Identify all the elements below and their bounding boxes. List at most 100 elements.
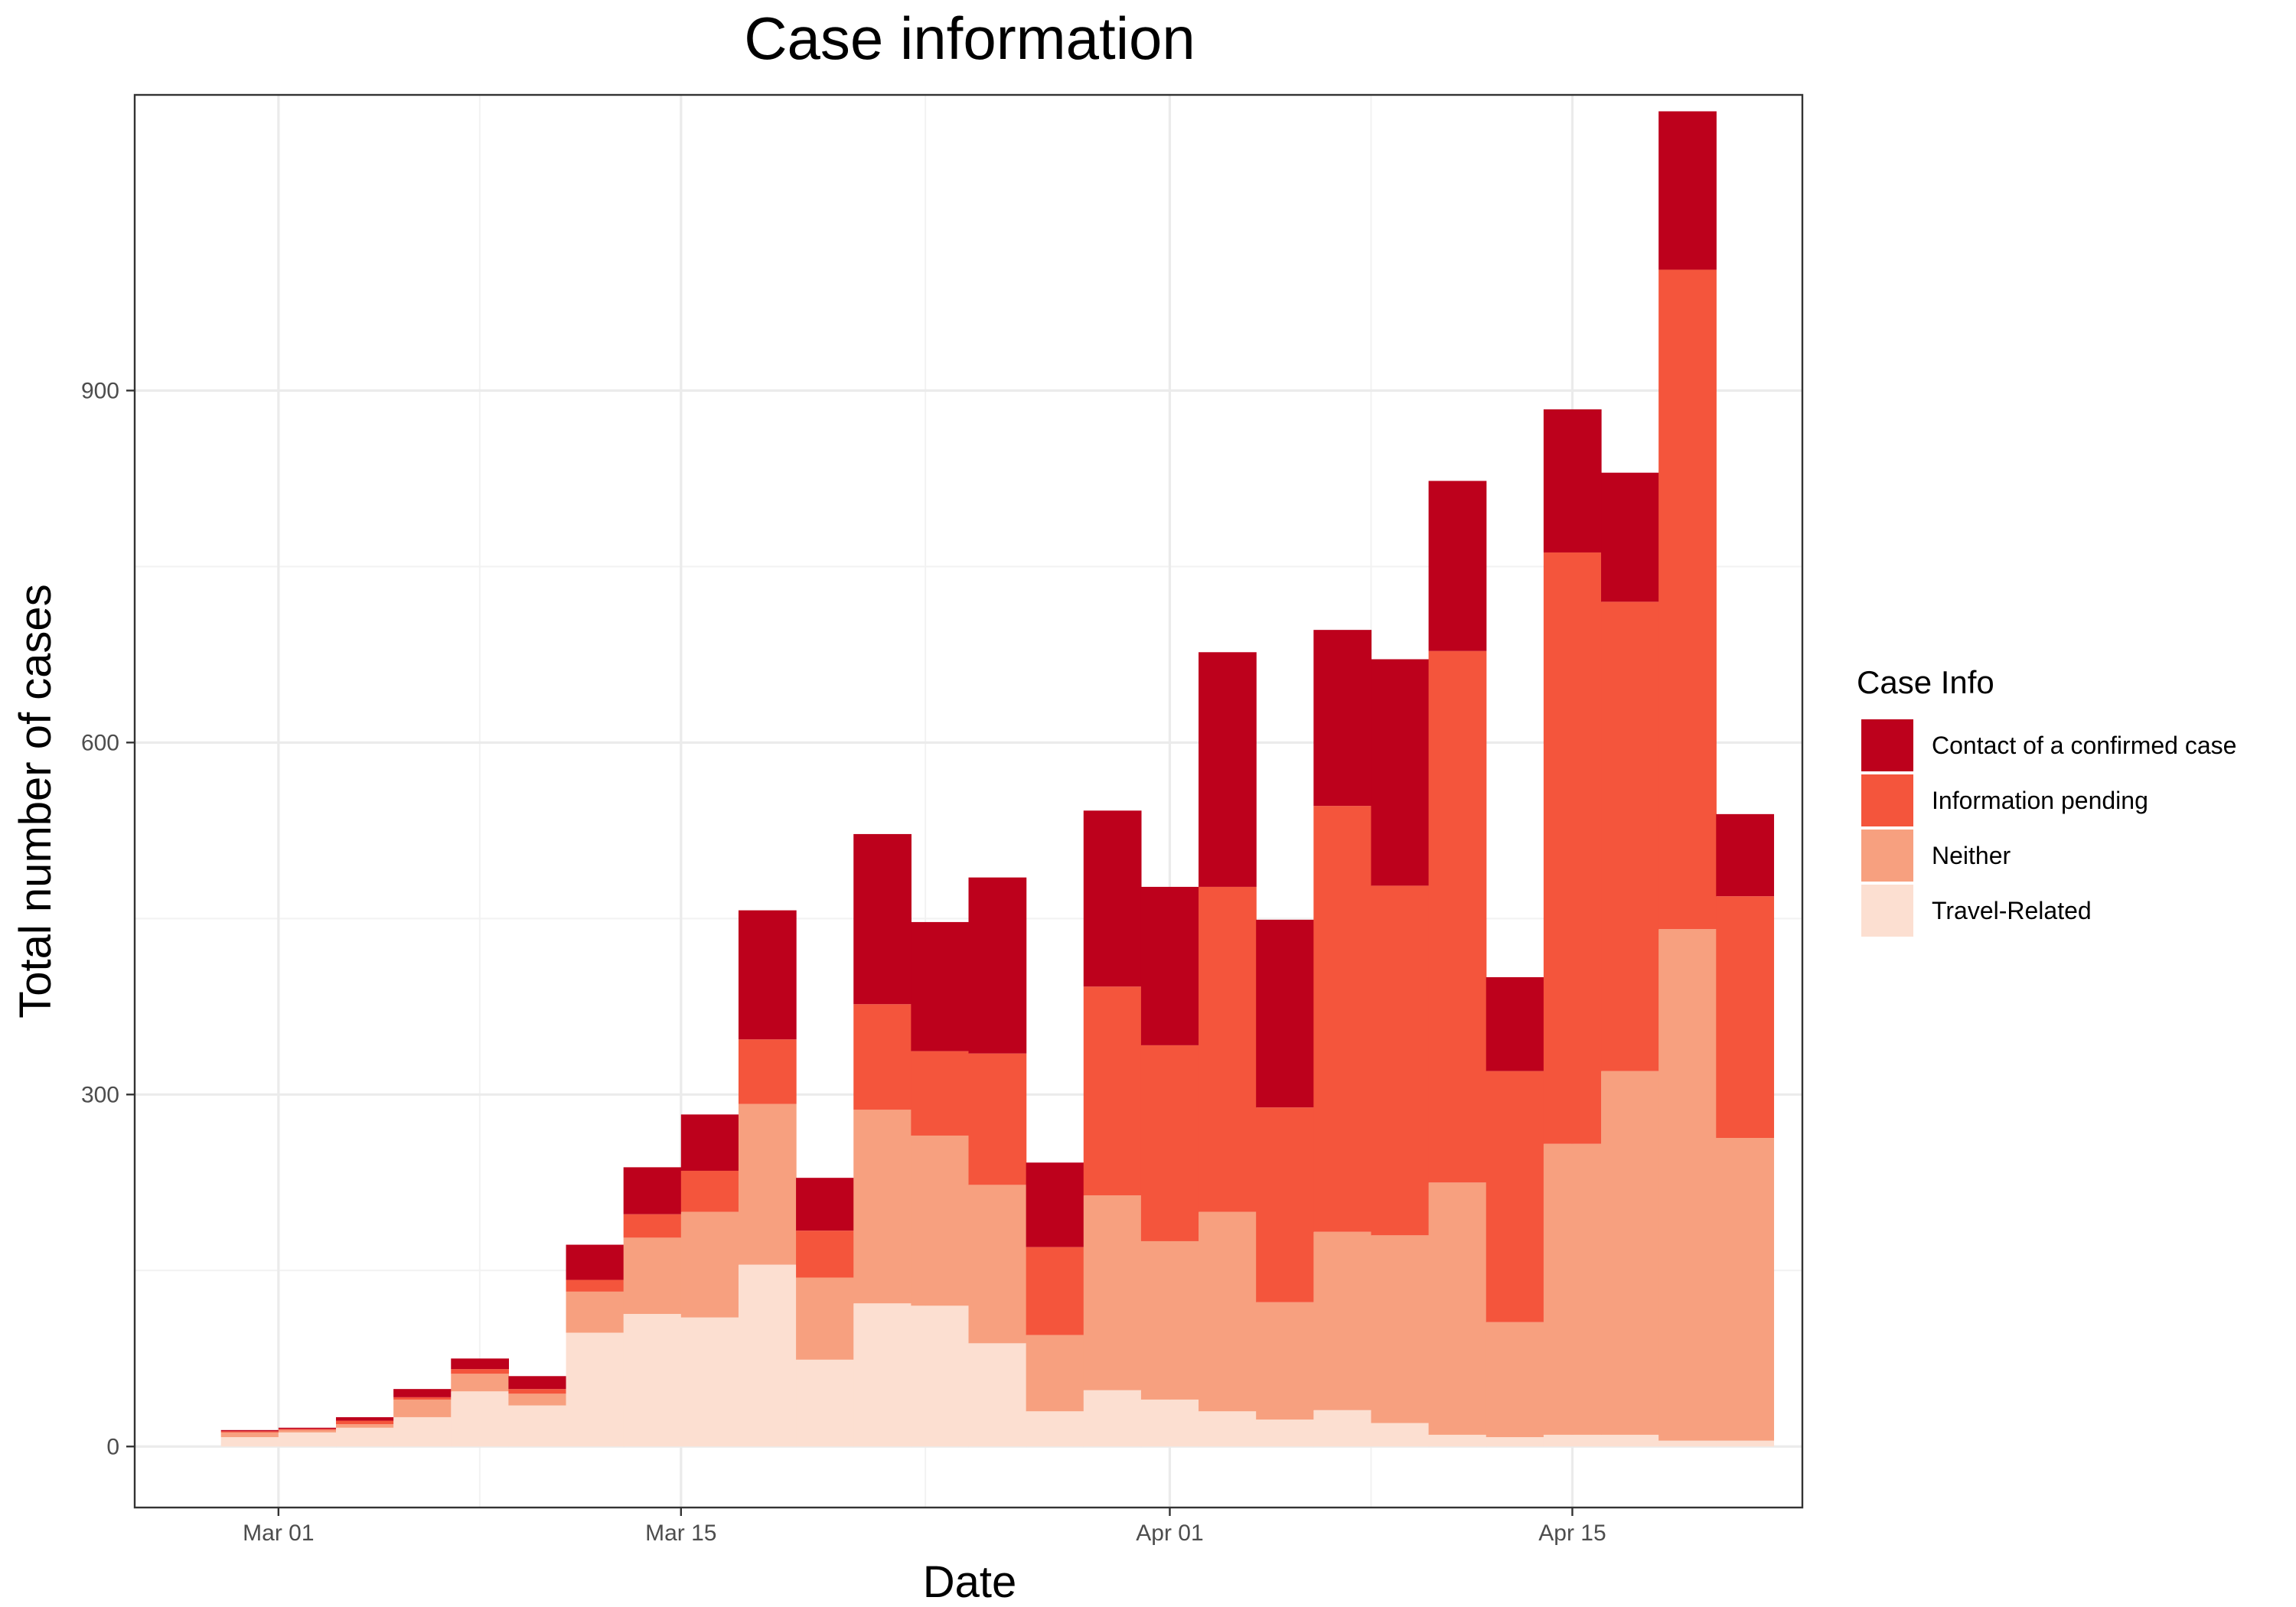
bar-travel xyxy=(1543,1434,1602,1447)
bar-travel xyxy=(508,1405,567,1447)
bar-pending xyxy=(566,1279,625,1292)
bar-neither xyxy=(1543,1143,1602,1435)
bar-travel xyxy=(1026,1411,1084,1447)
bar-contact xyxy=(1486,976,1544,1071)
bar-pending xyxy=(1543,552,1602,1144)
bar-pending xyxy=(1199,886,1257,1212)
bar-neither xyxy=(911,1135,970,1306)
bar-neither xyxy=(1371,1235,1430,1423)
bar-neither xyxy=(566,1291,625,1333)
bar-pending xyxy=(623,1214,682,1238)
bar-travel xyxy=(796,1359,854,1447)
bar-neither xyxy=(1140,1240,1199,1400)
bar-contact xyxy=(738,910,797,1040)
y-tick-label: 0 xyxy=(106,1434,119,1459)
bar-contact xyxy=(853,833,912,1005)
bar-neither xyxy=(1083,1195,1142,1390)
x-axis-title: Date xyxy=(923,1557,1017,1607)
legend-swatch-neither xyxy=(1861,830,1913,882)
bar-pending xyxy=(911,1051,970,1136)
bar-neither xyxy=(451,1374,509,1392)
axis-ticks: 0 300 600 900 Mar 01 Mar 15 Apr 01 Apr 15 xyxy=(81,378,1606,1546)
bar-pending xyxy=(1313,806,1372,1232)
bar-travel xyxy=(1658,1440,1717,1447)
legend-swatch-contact xyxy=(1861,719,1913,771)
bar-travel xyxy=(393,1416,452,1447)
bar-travel xyxy=(911,1305,970,1447)
bar-travel xyxy=(738,1264,797,1447)
bar-contact xyxy=(335,1416,394,1421)
bar-pending xyxy=(1601,601,1659,1071)
bar-neither xyxy=(220,1432,279,1438)
bar-travel xyxy=(566,1332,625,1447)
bar-contact xyxy=(1658,111,1717,270)
legend-label-contact: Contact of a confirmed case xyxy=(1932,732,2236,759)
bar-travel xyxy=(853,1303,912,1447)
bar-pending xyxy=(393,1397,452,1400)
bar-contact xyxy=(968,877,1027,1054)
bar-pending xyxy=(853,1004,912,1110)
x-tick-label: Apr 15 xyxy=(1538,1521,1606,1546)
legend-label-neither: Neither xyxy=(1932,842,2011,869)
legend-label-pending: Information pending xyxy=(1932,787,2148,814)
bar-contact xyxy=(451,1358,509,1370)
bar-pending xyxy=(1371,885,1430,1236)
bar-pending xyxy=(1486,1071,1544,1322)
bar-travel xyxy=(1313,1410,1372,1447)
bar-pending xyxy=(1256,1107,1314,1302)
bar-neither xyxy=(1199,1211,1257,1412)
bar-contact xyxy=(1256,919,1314,1108)
bar-neither xyxy=(1026,1335,1084,1412)
bar-pending xyxy=(1083,986,1142,1196)
bar-contact xyxy=(1601,472,1659,602)
bar-neither xyxy=(623,1237,682,1315)
legend-label-travel: Travel-Related xyxy=(1932,897,2092,924)
bar-contact xyxy=(1199,652,1257,887)
legend: Case Info Contact of a confirmed case In… xyxy=(1857,664,2236,937)
bar-neither xyxy=(1486,1322,1544,1438)
bar-contact xyxy=(796,1178,854,1231)
bar-neither xyxy=(1716,1138,1775,1441)
y-axis-title: Total number of cases xyxy=(11,584,60,1018)
bar-contact xyxy=(1313,630,1372,807)
bar-pending xyxy=(738,1039,797,1104)
bar-travel xyxy=(1601,1434,1659,1447)
bar-contact xyxy=(623,1167,682,1214)
legend-swatch-pending xyxy=(1861,774,1913,826)
bar-contact xyxy=(1140,886,1199,1045)
bar-travel xyxy=(1140,1399,1199,1447)
bar-contact xyxy=(1716,813,1775,897)
bar-pending xyxy=(508,1389,567,1394)
bar-pending xyxy=(335,1420,394,1425)
bar-contact xyxy=(508,1376,567,1390)
bar-contact xyxy=(680,1114,739,1171)
bar-neither xyxy=(393,1399,452,1417)
bar-neither xyxy=(853,1110,912,1304)
bar-travel xyxy=(623,1314,682,1447)
bar-contact xyxy=(1428,481,1487,651)
bar-contact xyxy=(1371,659,1430,886)
bar-neither xyxy=(508,1393,567,1406)
bar-neither xyxy=(1256,1302,1314,1420)
bar-pending xyxy=(680,1170,739,1212)
bar-neither xyxy=(278,1429,337,1433)
bar-contact xyxy=(278,1427,337,1429)
bar-pending xyxy=(1716,896,1775,1139)
bar-neither xyxy=(968,1185,1027,1344)
bar-travel xyxy=(1486,1437,1544,1447)
bar-contact xyxy=(1083,810,1142,987)
bar-contact xyxy=(220,1429,279,1432)
bar-travel xyxy=(680,1317,739,1447)
y-tick-label: 300 xyxy=(81,1082,119,1107)
bar-neither xyxy=(1313,1231,1372,1410)
chart-title: Case information xyxy=(744,5,1195,72)
bar-contact xyxy=(911,921,970,1051)
bar-pending xyxy=(278,1429,337,1430)
bar-travel xyxy=(1371,1423,1430,1447)
bar-neither xyxy=(796,1277,854,1360)
bar-pending xyxy=(1428,650,1487,1183)
bar-travel xyxy=(1199,1411,1257,1447)
bar-travel xyxy=(451,1391,509,1447)
bar-neither xyxy=(738,1103,797,1265)
